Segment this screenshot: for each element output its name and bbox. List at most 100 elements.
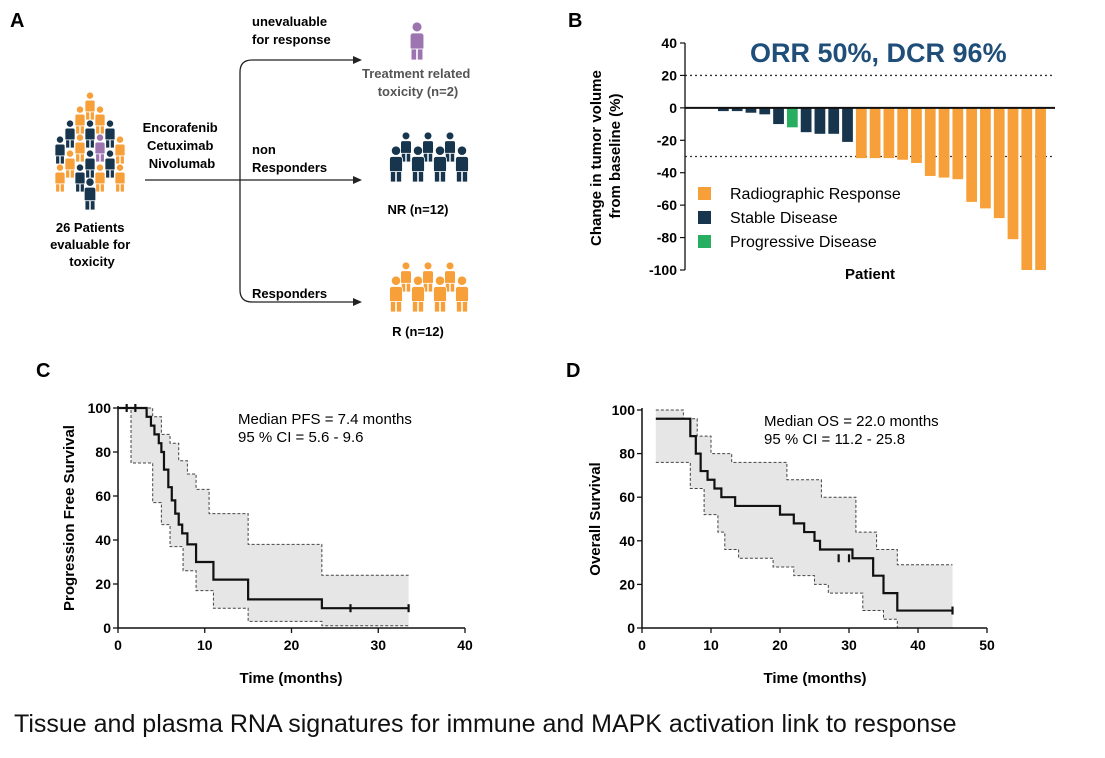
ci-band [118,408,409,626]
waterfall-y-tick-label: 0 [669,100,677,116]
waterfall-y-tick-label: -40 [657,165,677,181]
waterfall-bar [938,107,950,178]
nr-count-label: NR (n=12) [387,202,448,217]
legend-label: Progressive Disease [730,234,877,251]
km-curve [118,406,409,610]
person-icon [94,163,106,193]
person-icon [444,131,456,163]
arrowheads [353,56,362,306]
waterfall-y-tick-label: -80 [657,230,677,246]
y-tick-label: 20 [619,576,635,592]
nonresponders-label: non Responders [252,142,327,175]
y-tick-label: 40 [95,532,111,548]
flow-branch-path [239,59,355,303]
person-icon [400,261,412,293]
x-tick-label: 0 [114,637,122,653]
x-tick-label: 0 [638,637,646,653]
waterfall-bar [731,107,743,112]
waterfall-bar [869,107,881,159]
waterfall-y-ticks: 40 20 0 -20 -40 -60 -80 -100 [649,35,685,278]
ci-bound-line [655,461,953,629]
os-y-axis-title: Overall Survival [587,462,604,575]
waterfall-bars [718,107,1046,270]
person-icon [64,149,76,179]
x-tick-label: 20 [772,637,788,653]
person-group-icon [389,261,469,313]
waterfall-bar [759,107,771,115]
legend-swatch [698,187,711,200]
panel-b-letter: B [568,10,582,32]
legend-swatch [698,235,711,248]
person-icon [74,133,86,163]
person-icon [400,131,412,163]
waterfall-y-tick-label: 20 [661,67,677,83]
waterfall-bar [966,107,978,202]
waterfall-bar [800,107,812,133]
pfs-x-axis-title: Time (months) [239,670,342,687]
waterfall-y-axis-title: Change in tumor volume from baseline (%) [588,66,624,246]
ci-band [655,410,953,628]
person-icon [84,149,96,179]
waterfall-y-tick-label: -20 [657,132,677,148]
waterfall-bar [993,107,1005,219]
arrowhead-icon [353,176,362,184]
waterfall-bar [1021,107,1033,270]
legend-label: Stable Disease [730,210,838,227]
legend-label: Radiographic Response [730,186,901,203]
person-icon [455,145,469,183]
y-tick-label: 80 [95,444,111,460]
y-tick-label: 60 [95,488,111,504]
waterfall-bar [773,107,784,125]
legend-swatch [698,211,711,224]
os-annotation: Median OS = 22.0 months 95 % CI = 11.2 -… [764,413,943,448]
panel-d-letter: D [566,360,580,382]
person-icon [54,135,66,165]
patient-group-icon [54,91,126,211]
x-tick-label: 40 [910,637,926,653]
waterfall-y-tick-label: -60 [657,197,677,213]
person-icon [64,119,76,149]
x-tick-label: 30 [370,637,386,653]
pfs-annotation: Median PFS = 7.4 months 95 % CI = 5.6 - … [238,411,416,446]
waterfall-bar [911,107,922,163]
waterfall-bar [980,107,991,209]
person-icon [433,275,447,313]
y-tick-label: 100 [612,402,636,418]
person-icon [84,91,96,121]
r-count-label: R (n=12) [392,324,444,339]
y-tick-label: 0 [103,620,111,636]
panel-a-letter: A [10,10,24,32]
waterfall-y-tick-label: 40 [661,35,677,51]
responders-label: Responders [252,286,327,301]
treatment-label: Encorafenib Cetuximab Nivolumab [143,120,222,171]
pfs-plot: 0 20 40 60 80 100 0 10 20 30 40 [88,400,473,653]
panel-d-os-chart: D Overall Survival Time (months) Median … [566,360,995,687]
panel-b-waterfall-chart: B ORR 50%, DCR 96% Change in tumor volum… [568,10,1055,283]
km-curve [655,417,953,612]
person-icon [444,261,456,293]
waterfall-bar [1035,107,1046,270]
waterfall-x-axis-title: Patient [845,266,895,283]
waterfall-bar [883,107,895,159]
cohort-label: 26 Patients evaluable for toxicity [50,220,134,269]
waterfall-y-tick-label: -100 [649,262,677,278]
person-icon [94,133,106,163]
person-icon [389,145,403,183]
waterfall-bar [924,107,936,176]
person-icon [433,145,447,183]
person-icon [455,275,469,313]
waterfall-bar [855,107,867,159]
person-icon [422,131,434,163]
waterfall-bar [952,107,964,180]
x-tick-label: 20 [284,637,300,653]
person-icon [411,275,425,313]
arrowhead-icon [353,298,362,306]
x-tick-label: 30 [841,637,857,653]
y-tick-label: 20 [95,576,111,592]
waterfall-bar [814,107,826,134]
waterfall-headline: ORR 50%, DCR 96% [750,38,1007,68]
person-icon [104,149,116,179]
person-icon [104,119,116,149]
ci-bound-line [118,407,409,627]
